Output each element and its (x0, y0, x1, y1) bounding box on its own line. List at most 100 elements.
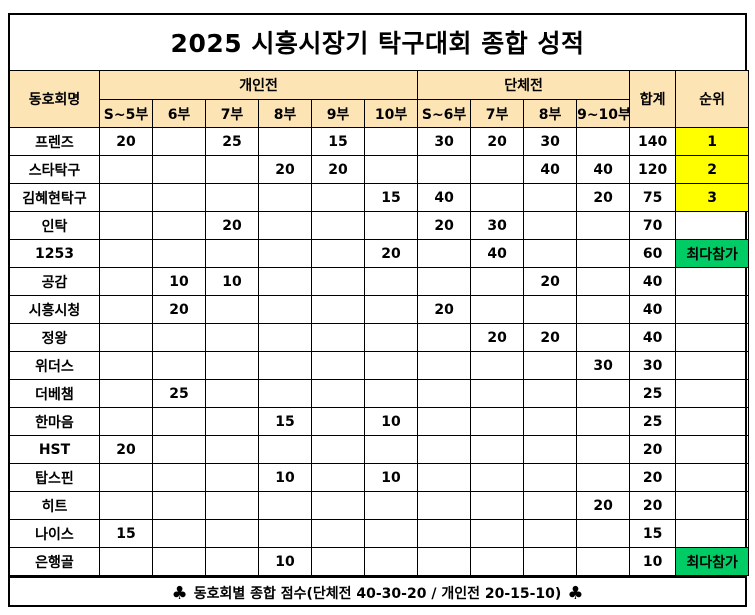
individual-score-cell (99, 183, 153, 212)
footer-text: 동호회별 종합 점수(단체전 40-30-20 / 개인전 20-15-10) (193, 586, 562, 602)
individual-score-cell (205, 547, 259, 576)
individual-score-cell (205, 491, 259, 520)
team-score-cell (523, 183, 578, 212)
team-score-cell (417, 491, 472, 520)
individual-score-cell: 20 (205, 211, 259, 240)
col-header-individual: 개인전 (98, 70, 419, 100)
club-suit-icon: ♣ (567, 582, 584, 604)
page-title: 2025 시흥시장기 탁구대회 종합 성적 (170, 29, 585, 58)
total-cell: 20 (629, 435, 677, 464)
total-cell: 15 (629, 519, 677, 548)
team-score-cell: 40 (417, 183, 472, 212)
individual-score-cell (311, 463, 365, 492)
total-cell: 70 (629, 211, 677, 240)
team-score-cell (417, 407, 472, 436)
individual-score-cell (311, 491, 365, 520)
team-score-cell: 40 (576, 155, 631, 184)
total-cell: 40 (629, 295, 677, 324)
individual-score-cell (363, 295, 419, 324)
col-header-individual-div: 8부 (258, 99, 312, 128)
individual-score-cell (258, 183, 312, 212)
individual-score-cell (99, 155, 153, 184)
team-score-cell (523, 239, 578, 268)
team-score-cell (576, 267, 631, 296)
col-header-team-div: 9~10부 (576, 99, 631, 128)
team-score-cell (417, 547, 472, 576)
team-score-cell (417, 323, 472, 352)
team-score-cell (576, 211, 631, 240)
table-row: 스타탁구 20 20 40 40 120 2 (9, 155, 750, 184)
individual-score-cell (99, 491, 153, 520)
individual-score-cell (152, 323, 206, 352)
individual-score-cell: 10 (363, 407, 419, 436)
individual-score-cell (99, 547, 153, 576)
club-suit-icon: ♣ (171, 582, 188, 604)
col-header-rank: 순위 (675, 70, 750, 128)
club-name-cell: 인탁 (9, 211, 100, 240)
individual-score-cell (258, 351, 312, 380)
individual-score-cell (258, 267, 312, 296)
table-row: 김혜현탁구 15 40 20 75 3 (9, 183, 750, 212)
individual-score-cell (99, 239, 153, 268)
individual-score-cell (99, 267, 153, 296)
individual-score-cell (152, 183, 206, 212)
table-row: 탑스핀 10 10 20 (9, 463, 750, 492)
total-cell: 10 (629, 547, 677, 576)
individual-score-cell (152, 463, 206, 492)
col-header-individual-div: 7부 (205, 99, 259, 128)
rank-cell (675, 295, 750, 324)
team-score-cell (470, 267, 525, 296)
individual-score-cell (99, 211, 153, 240)
team-score-cell (470, 491, 525, 520)
individual-score-cell (311, 547, 365, 576)
table-row: HST 20 20 (9, 435, 750, 464)
rank-cell: 3 (675, 183, 750, 212)
team-score-cell: 30 (470, 211, 525, 240)
individual-score-cell (311, 407, 365, 436)
table-row: 나이스 15 15 (9, 519, 750, 548)
rank-cell (675, 491, 750, 520)
rank-cell (675, 519, 750, 548)
individual-score-cell (205, 435, 259, 464)
individual-score-cell (205, 183, 259, 212)
individual-score-cell (311, 519, 365, 548)
individual-score-cell (99, 323, 153, 352)
team-score-cell (576, 519, 631, 548)
team-score-cell (576, 239, 631, 268)
team-score-cell (417, 379, 472, 408)
team-score-cell (417, 155, 472, 184)
individual-score-cell (99, 295, 153, 324)
individual-score-cell (205, 463, 259, 492)
club-name-cell: 히트 (9, 491, 100, 520)
individual-score-cell (205, 519, 259, 548)
individual-score-cell: 15 (363, 183, 419, 212)
team-score-cell (470, 295, 525, 324)
individual-score-cell (152, 547, 206, 576)
individual-score-cell (311, 435, 365, 464)
rank-cell (675, 435, 750, 464)
individual-score-cell: 10 (258, 463, 312, 492)
team-score-cell (523, 519, 578, 548)
individual-score-cell: 20 (99, 127, 153, 156)
individual-score-cell (363, 211, 419, 240)
rank-cell (675, 267, 750, 296)
club-name-cell: 1253 (9, 239, 100, 268)
total-cell: 140 (629, 127, 677, 156)
club-name-cell: 김혜현탁구 (9, 183, 100, 212)
team-score-cell: 20 (523, 267, 578, 296)
individual-score-cell (258, 323, 312, 352)
team-score-cell (417, 519, 472, 548)
individual-score-cell (99, 351, 153, 380)
rank-cell (675, 211, 750, 240)
team-score-cell (470, 379, 525, 408)
footer-note: ♣ 동호회별 종합 점수(단체전 40-30-20 / 개인전 20-15-10… (10, 576, 745, 608)
individual-score-cell (363, 155, 419, 184)
table-row: 히트 20 20 (9, 491, 750, 520)
club-name-cell: 시흥시청 (9, 295, 100, 324)
individual-score-cell (258, 379, 312, 408)
individual-score-cell (152, 407, 206, 436)
rank-cell: 최다참가 (675, 547, 750, 576)
rank-cell (675, 323, 750, 352)
team-score-cell: 40 (523, 155, 578, 184)
team-score-cell (417, 239, 472, 268)
